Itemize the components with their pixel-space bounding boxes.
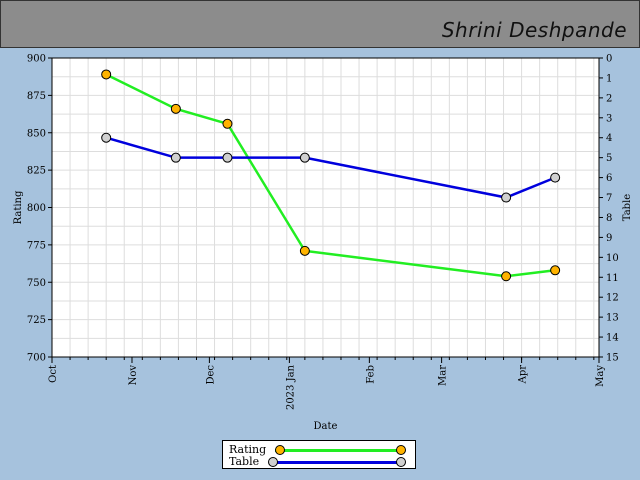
series-line-table (105, 136, 556, 199)
data-point-table (222, 152, 233, 163)
x-tick-label: Apr (518, 365, 529, 385)
legend-label-table: Table (229, 455, 260, 468)
legend-marker-table-start (268, 457, 278, 467)
x-tick-label: Mar (438, 365, 449, 386)
x-axis-title: Date (314, 421, 338, 432)
y-tick-label: 900 (27, 54, 46, 65)
y2-tick-label: 8 (606, 213, 612, 224)
chart-legend: Rating Table (222, 440, 416, 469)
data-point-rating (299, 245, 310, 256)
data-point-rating (101, 69, 112, 80)
y2-tick-label: 14 (606, 333, 619, 344)
data-point-rating (170, 103, 181, 114)
y2-tick-label: 12 (606, 293, 619, 304)
data-point-table (101, 132, 112, 143)
x-tick-label: Dec (205, 365, 216, 385)
y2-tick-label: 11 (606, 273, 619, 284)
y2-axis-title: Table (622, 194, 633, 221)
header-bar: Shrini Deshpande (0, 0, 640, 48)
x-tick-label: Feb (365, 365, 376, 384)
y-tick-label: 850 (27, 128, 46, 139)
y2-tick-label: 5 (606, 153, 612, 164)
y2-tick-label: 13 (606, 313, 619, 324)
y2-tick-label: 4 (606, 133, 612, 144)
y2-tick-label: 3 (606, 113, 612, 124)
data-point-table (501, 192, 512, 203)
y2-tick-label: 6 (606, 173, 612, 184)
data-point-rating (550, 265, 561, 276)
y2-tick-label: 2 (606, 93, 612, 104)
y2-tick-label: 7 (606, 193, 612, 204)
x-tick-label: Nov (128, 365, 139, 386)
y-tick-label: 700 (27, 353, 46, 364)
y-tick-label: 775 (27, 240, 46, 251)
data-point-rating (501, 271, 512, 282)
y-tick-label: 800 (27, 203, 46, 214)
data-point-table (299, 152, 310, 163)
legend-label-rating: Rating (229, 443, 267, 456)
x-tick-label: Oct (48, 365, 59, 383)
y2-tick-label: 15 (606, 353, 619, 364)
x-tick-label: May (595, 365, 606, 387)
y-tick-label: 875 (27, 91, 46, 102)
series-line-rating (105, 73, 556, 278)
y-tick-label: 825 (27, 166, 46, 177)
y2-tick-label: 9 (606, 233, 612, 244)
y-axis-title: Rating (13, 190, 24, 224)
legend-marker-rating-end (396, 445, 406, 455)
y2-tick-label: 10 (606, 253, 619, 264)
legend-line-table (275, 461, 398, 464)
y-tick-label: 750 (27, 278, 46, 289)
data-point-table (550, 172, 561, 183)
legend-marker-table-end (396, 457, 406, 467)
data-point-table (170, 152, 181, 163)
y-tick-label: 725 (27, 315, 46, 326)
y2-tick-label: 1 (606, 73, 612, 84)
header-name: Shrini Deshpande (441, 18, 627, 42)
legend-marker-rating-start (275, 445, 285, 455)
x-tick-label: 2023 Jan (285, 364, 296, 410)
data-point-rating (222, 118, 233, 129)
y2-tick-label: 0 (606, 54, 612, 65)
legend-line-rating (275, 449, 398, 452)
